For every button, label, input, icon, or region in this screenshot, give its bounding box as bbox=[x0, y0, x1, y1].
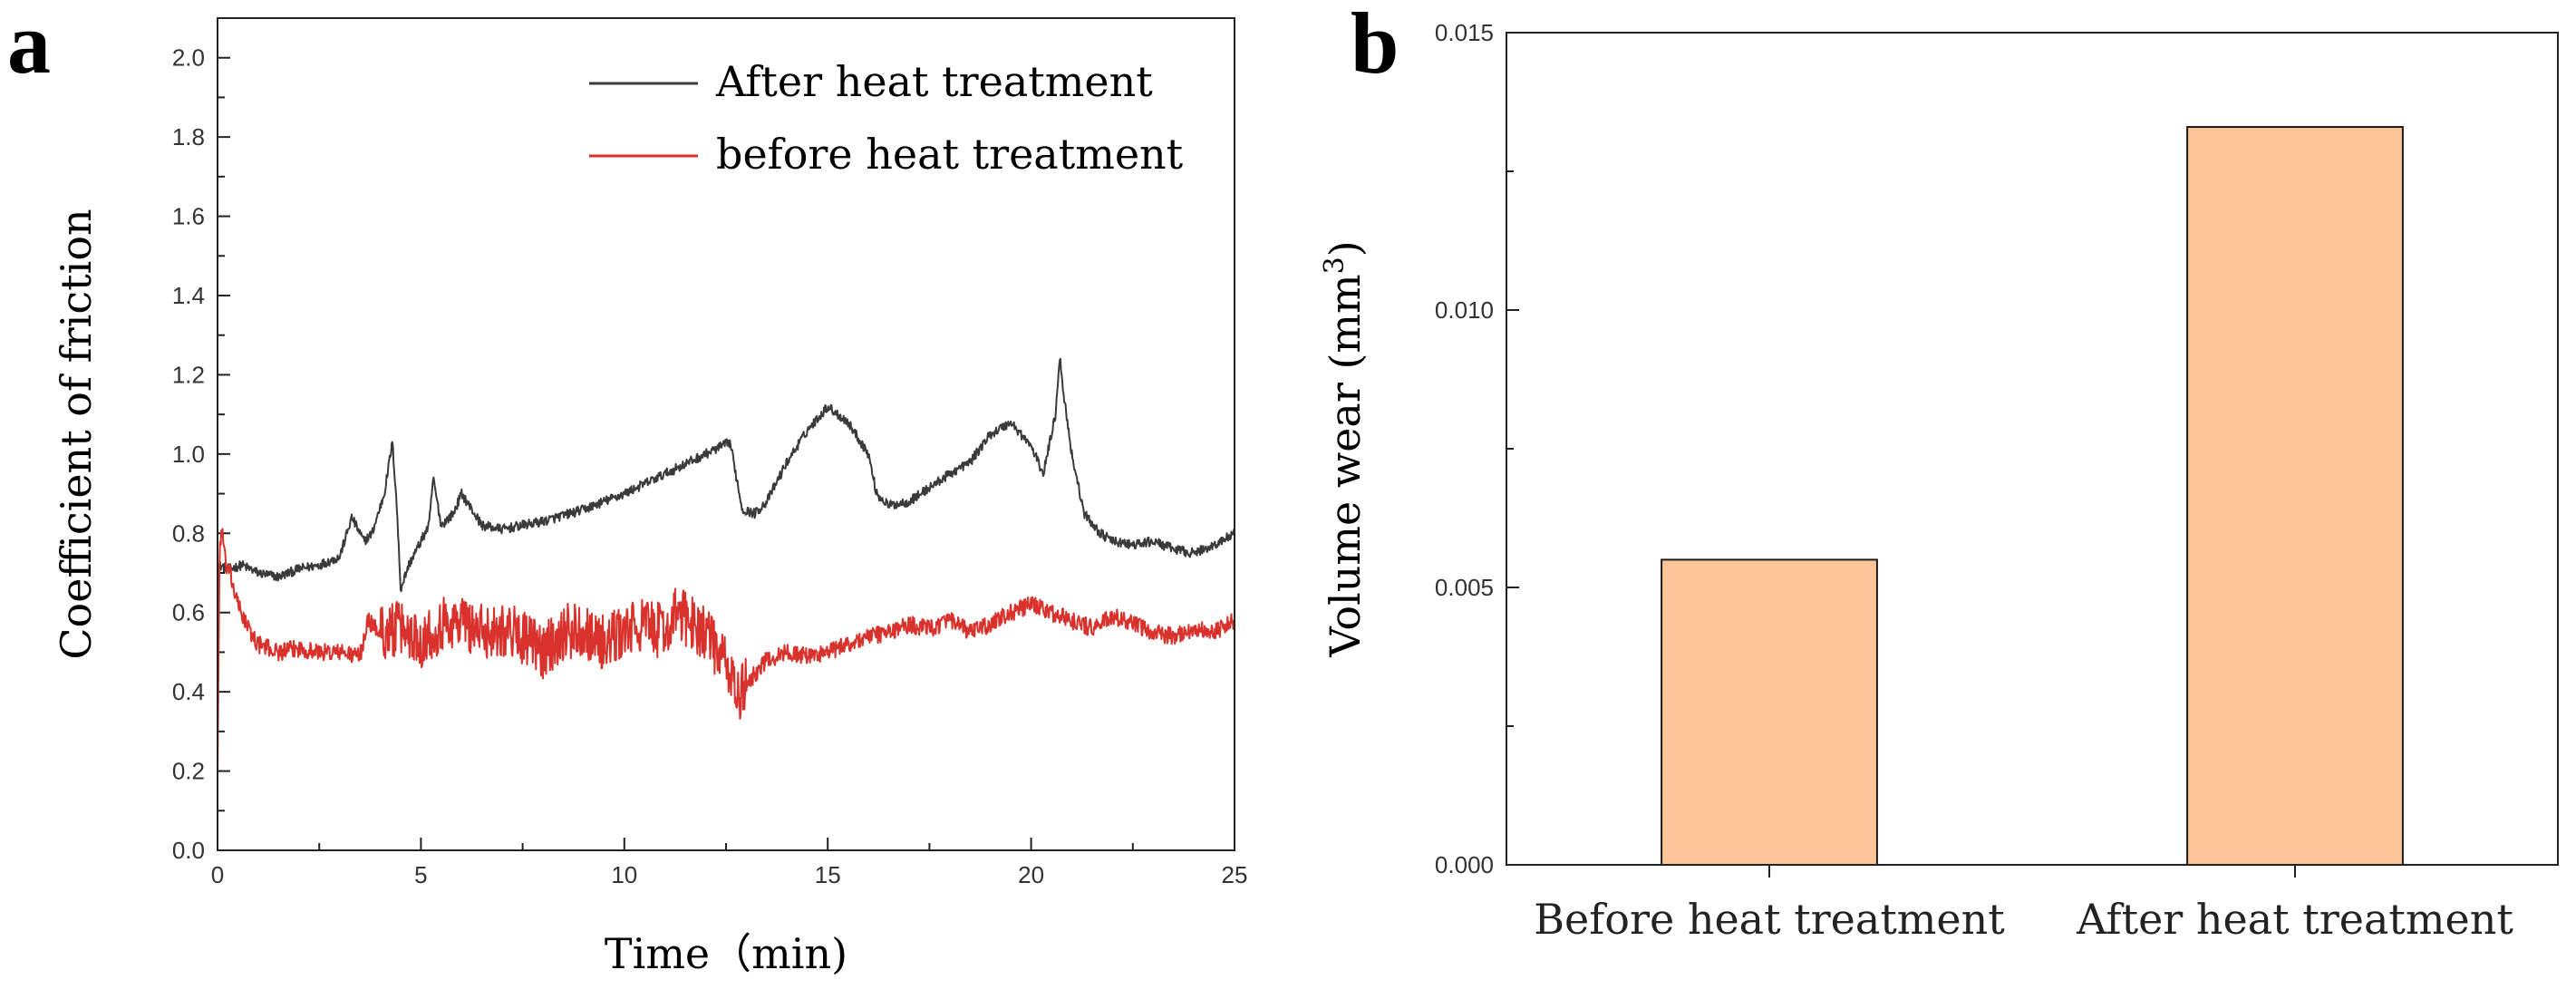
x-tick-label-a: 10 bbox=[611, 861, 637, 888]
panel-b-y-axis-label-sup: 3 bbox=[1319, 257, 1351, 274]
panel-a-y-tick-labels: 0.0 0.2 0.4 0.6 0.8 1.0 1.2 1.4 1.6 1.8 2.0 bbox=[172, 44, 205, 864]
bar-before bbox=[1661, 558, 1878, 867]
y-tick-label-a: 0.4 bbox=[172, 678, 205, 705]
panel-a-x-axis-label: Time（min) bbox=[605, 929, 847, 978]
y-tick-label-a: 0.0 bbox=[172, 837, 205, 864]
panel-b-category-labels: Before heat treatment After heat treatmen… bbox=[1534, 895, 2513, 944]
panel-b-y-axis-label: Volume wear (mm3) bbox=[1319, 240, 1370, 657]
y-tick-label-b: 0.005 bbox=[1435, 574, 1494, 601]
y-tick-label-a: 1.4 bbox=[172, 282, 205, 309]
y-tick-label-a: 1.6 bbox=[172, 203, 205, 230]
x-tick-label-a: 0 bbox=[211, 861, 224, 888]
y-tick-label-a: 0.6 bbox=[172, 599, 205, 626]
panel-a-x-tick-labels: 0 5 10 15 20 25 bbox=[211, 861, 1248, 888]
x-tick-label-a: 5 bbox=[414, 861, 427, 888]
x-tick-label-a: 25 bbox=[1222, 861, 1248, 888]
panel-b-y-axis-label-close: ) bbox=[1321, 240, 1370, 257]
panel-b-y-tick-labels: 0.000 0.005 0.010 0.015 bbox=[1435, 19, 1494, 878]
y-tick-label-a: 1.2 bbox=[172, 361, 205, 388]
x-tick-label-a: 15 bbox=[815, 861, 841, 888]
bar-after bbox=[2186, 126, 2404, 867]
series-line-after bbox=[217, 357, 1235, 593]
panel-label-a: a bbox=[7, 0, 51, 92]
x-tick-label-a: 20 bbox=[1018, 861, 1044, 888]
legend-label-before: before heat treatment bbox=[716, 130, 1184, 179]
y-tick-label-b: 0.010 bbox=[1435, 296, 1494, 324]
series-line-before bbox=[217, 528, 1235, 775]
y-tick-label-a: 0.8 bbox=[172, 519, 205, 547]
panel-b-ticks bbox=[1506, 32, 2296, 878]
panel-label-b: b bbox=[1351, 0, 1399, 92]
panel-b-y-axis-label-text: Volume wear (mm bbox=[1321, 274, 1370, 657]
category-label-before: Before heat treatment bbox=[1534, 895, 2005, 944]
y-tick-label-b: 0.015 bbox=[1435, 19, 1494, 46]
panel-a-y-axis-label: Coefficient of friction bbox=[52, 209, 101, 659]
category-label-after: After heat treatment bbox=[2076, 895, 2513, 944]
y-tick-label-a: 1.8 bbox=[172, 123, 205, 150]
panel-a-series bbox=[217, 357, 1235, 775]
panel-b-plot-frame bbox=[1506, 32, 2559, 866]
y-tick-label-b: 0.000 bbox=[1435, 851, 1494, 878]
panel-b-bars bbox=[1661, 126, 2404, 867]
panel-a-line-chart: 0.0 0.2 0.4 0.6 0.8 1.0 1.2 1.4 1.6 1.8 2.0 0 5 10 15… bbox=[52, 17, 1248, 978]
panel-b-bar-chart: 0.000 0.005 0.010 0.015 Before heat treatme… bbox=[1319, 19, 2559, 944]
panel-a-plot-frame bbox=[217, 17, 1235, 851]
y-tick-label-a: 0.2 bbox=[172, 758, 205, 785]
legend-label-after: After heat treatment bbox=[715, 57, 1153, 106]
y-tick-label-a: 1.0 bbox=[172, 441, 205, 468]
panel-a-legend: After heat treatment before heat treatme… bbox=[589, 57, 1184, 179]
y-tick-label-a: 2.0 bbox=[172, 44, 205, 72]
